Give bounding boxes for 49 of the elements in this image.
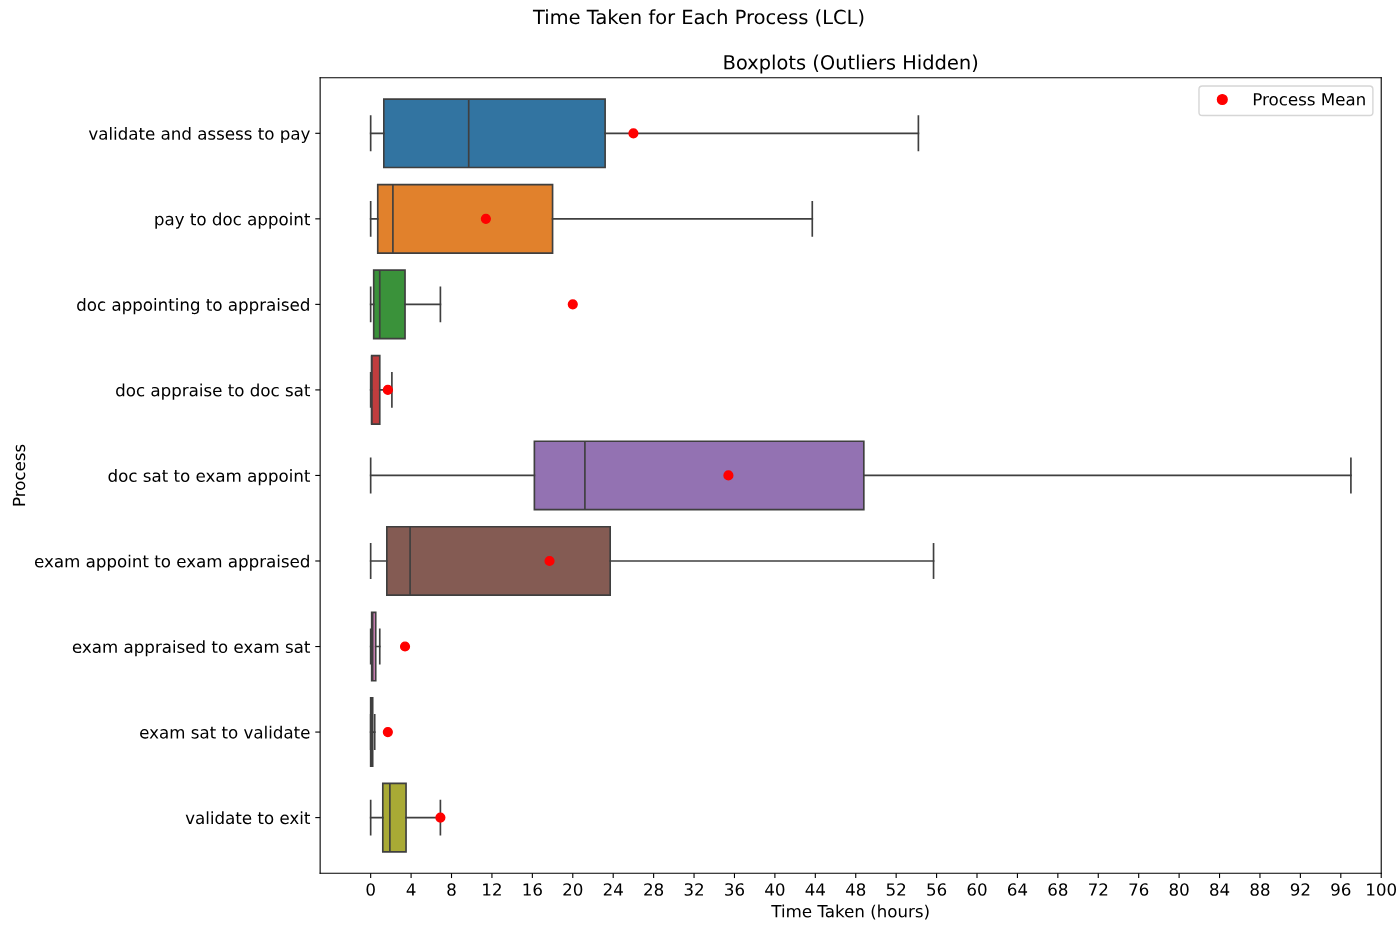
y-tick-label: doc appraise to doc sat — [116, 383, 311, 400]
x-tick-label: 68 — [1048, 883, 1068, 896]
x-tick-label: 8 — [447, 883, 456, 896]
point — [544, 555, 555, 567]
x-axis-title: Time Taken (hours) — [771, 904, 929, 920]
x-tick-label: 40 — [765, 883, 785, 896]
y-tick-label: exam sat to validate — [140, 725, 310, 739]
x-tick-label: 32 — [684, 883, 703, 896]
x-tick-label: 52 — [886, 883, 906, 896]
point — [723, 470, 734, 481]
x-tick-label: 36 — [725, 883, 745, 896]
x-tick-label: 28 — [644, 883, 664, 896]
x-tick-label: 20 — [563, 883, 583, 896]
x-tick-label: 24 — [603, 883, 623, 896]
point — [382, 384, 393, 395]
y-tick-label: exam appoint to exam appraised — [34, 554, 309, 571]
x-tick-label: 76 — [1129, 883, 1149, 896]
point — [480, 213, 491, 224]
x-tick-label: 4 — [406, 883, 416, 896]
y-tick-label: pay to doc appoint — [155, 212, 311, 229]
y-tick-label: doc appointing to appraised — [77, 298, 309, 315]
x-tick-label: 16 — [523, 883, 542, 896]
legend-label: Process Mean — [1253, 93, 1365, 106]
x-tick-label: 92 — [1290, 883, 1310, 896]
x-tick-label: 12 — [483, 883, 501, 896]
chart-subtitle: Boxplots (Outliers Hidden) — [724, 54, 978, 74]
point — [628, 128, 639, 139]
x-tick-label: 48 — [845, 883, 866, 896]
y-tick-label: validate to exit — [185, 811, 311, 825]
x-tick-label: 44 — [805, 883, 825, 896]
y-tick-label: doc sat to exam appoint — [108, 469, 311, 486]
point — [399, 641, 411, 652]
x-tick-label: 88 — [1250, 883, 1270, 896]
point — [435, 812, 446, 823]
x-tick-label: 56 — [927, 883, 947, 896]
y-axis-title: Process — [12, 444, 26, 506]
x-tick-label: 60 — [967, 883, 987, 896]
point — [567, 299, 578, 310]
x-tick-label: 0 — [366, 883, 375, 896]
x-tick-label: 96 — [1331, 883, 1351, 896]
chart-title: Time Taken for Each Process (LCL) — [532, 9, 864, 27]
x-tick-label: 64 — [1007, 883, 1028, 896]
x-tick-label: 72 — [1089, 883, 1108, 896]
x-tick-label: 100 — [1367, 883, 1397, 896]
point — [382, 726, 393, 738]
y-tick-label: exam appraised to exam sat — [72, 640, 311, 657]
x-tick-label: 80 — [1169, 883, 1189, 896]
x-tick-label: 84 — [1210, 883, 1230, 896]
y-tick-label: validate and assess to pay — [88, 126, 310, 144]
